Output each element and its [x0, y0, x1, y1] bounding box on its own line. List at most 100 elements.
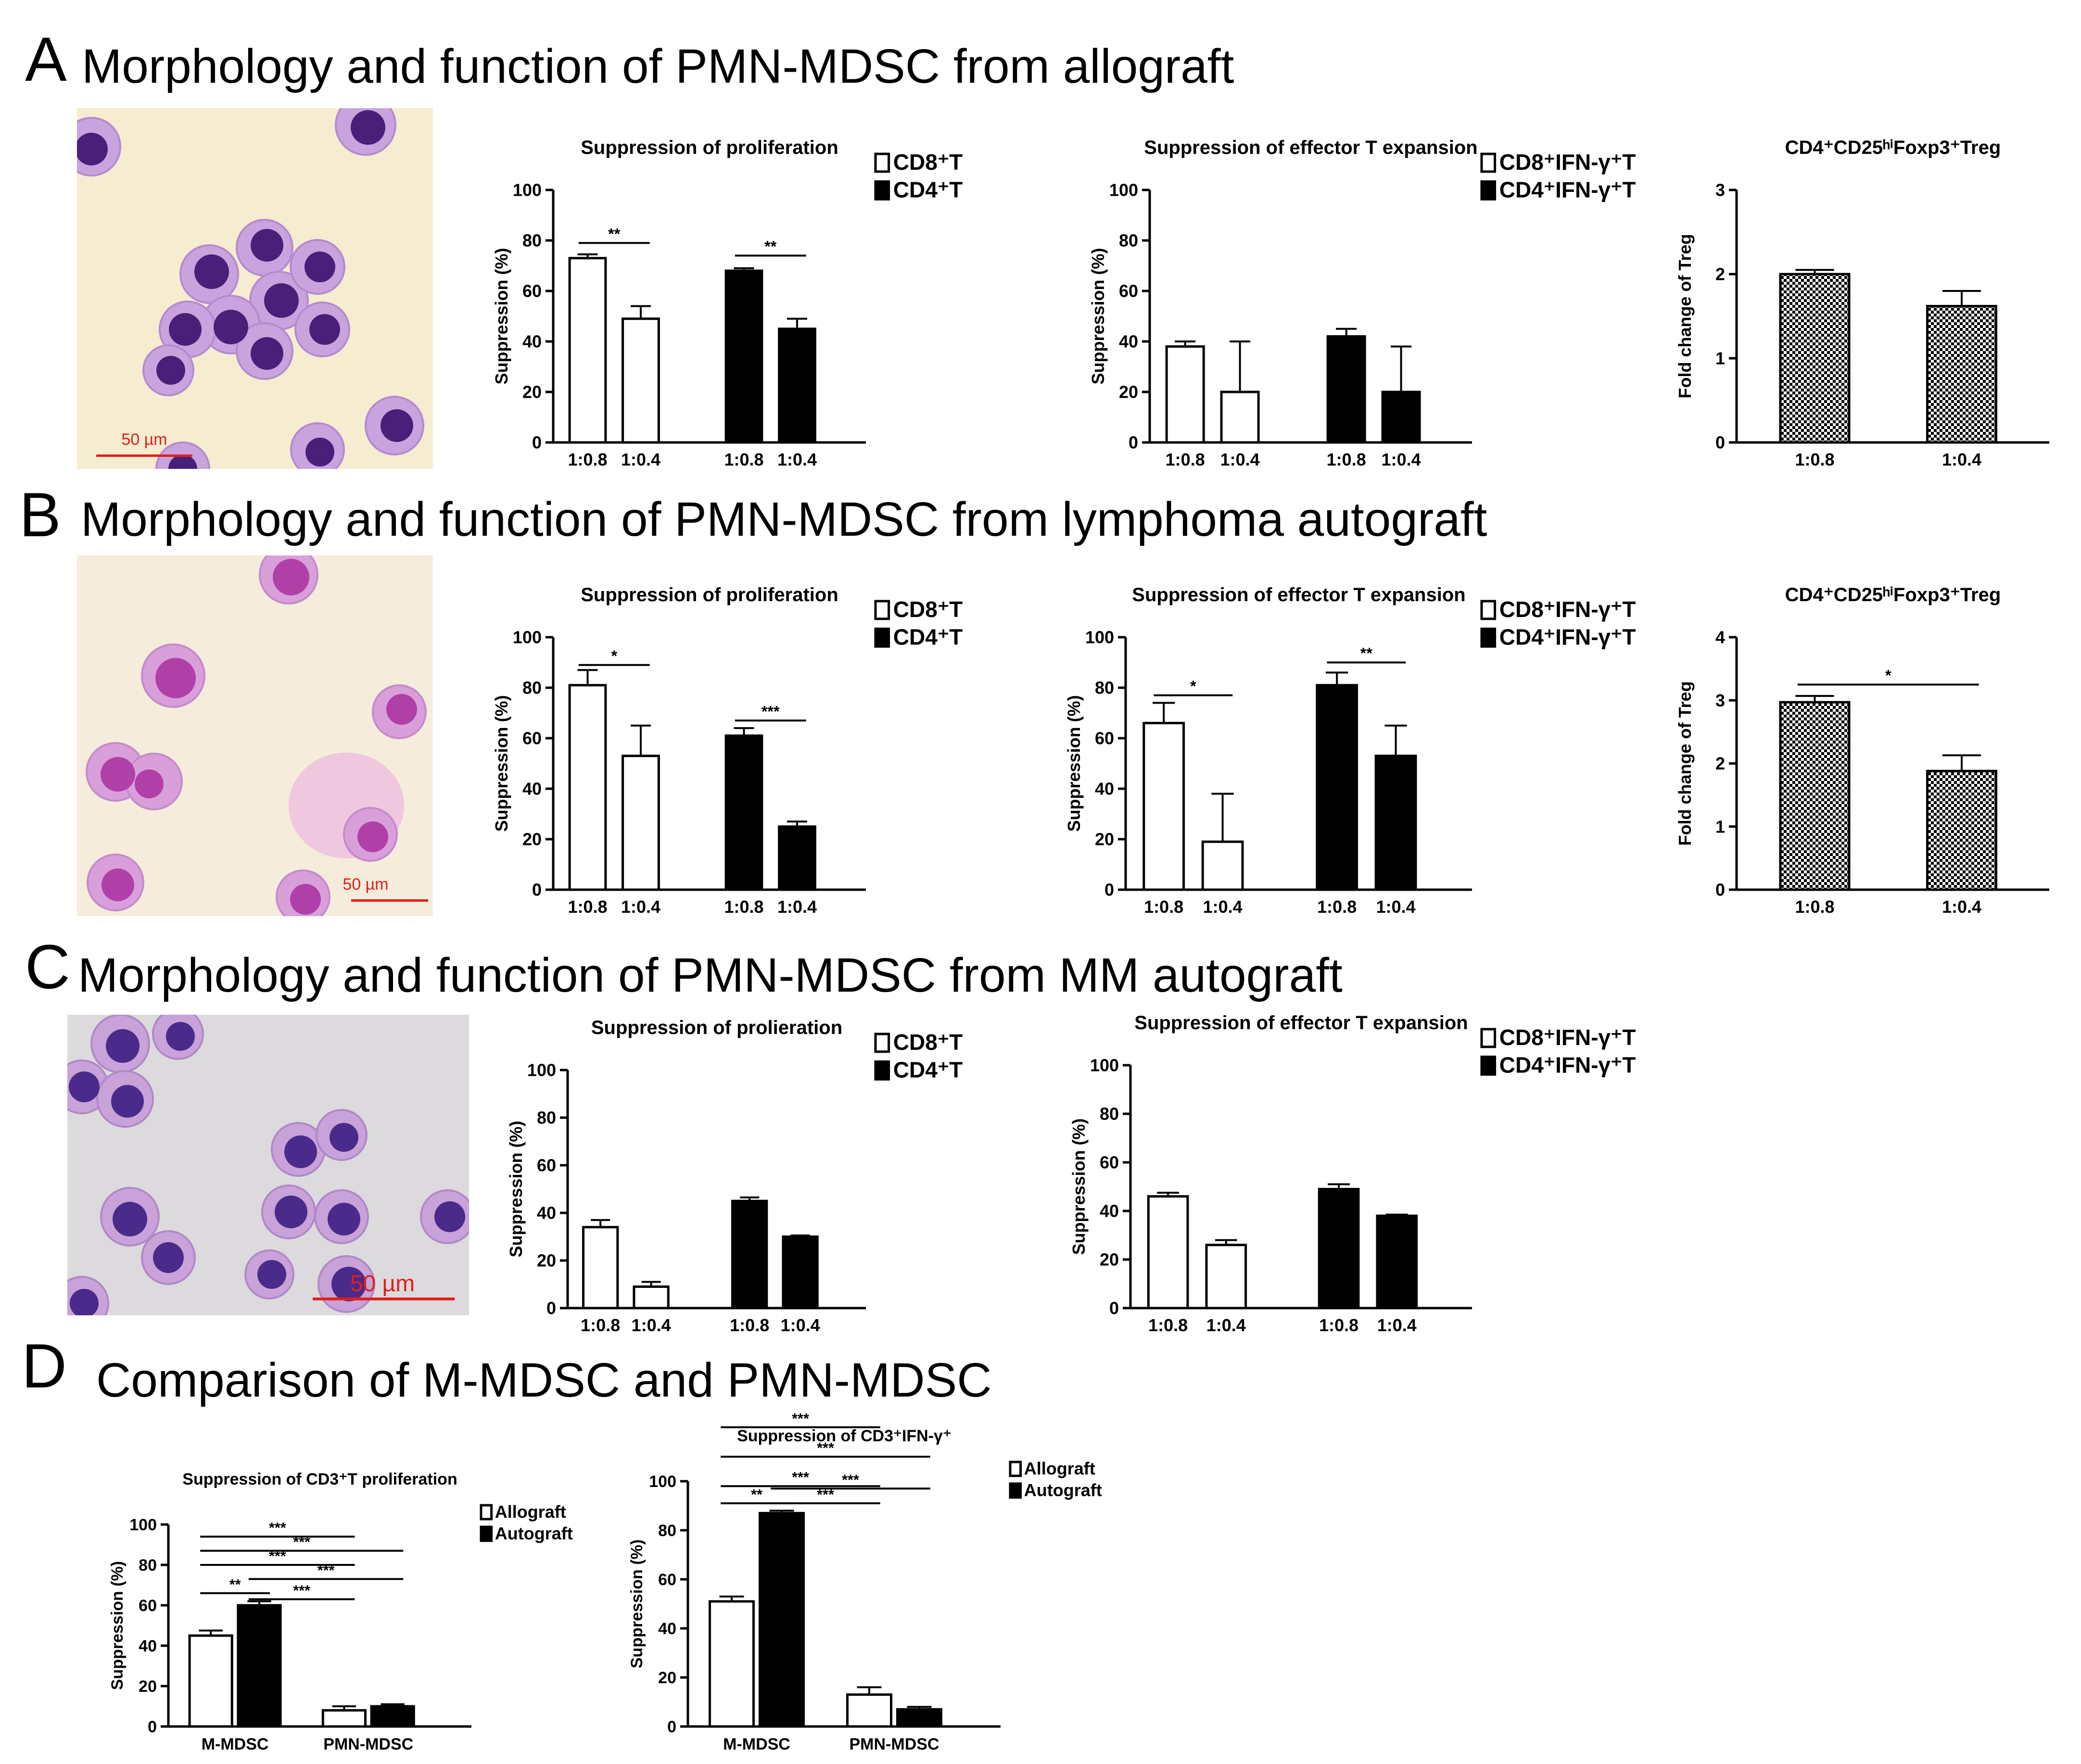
- bar: [896, 1708, 942, 1728]
- bar: [778, 328, 816, 444]
- bar: [1926, 305, 1997, 444]
- cell-nuclei: [101, 559, 417, 915]
- panel-title-d: Comparison of M-MDSC and PMN-MDSC: [96, 1353, 992, 1407]
- y-tick-label: 80: [658, 1522, 676, 1540]
- y-tick-label: 100: [513, 628, 542, 647]
- bar: [568, 257, 607, 444]
- bar: [237, 1604, 282, 1728]
- y-tick-label: 20: [537, 1251, 556, 1271]
- bar: [782, 1235, 819, 1310]
- bar: [321, 1709, 367, 1728]
- y-tick-label: 20: [1119, 382, 1138, 402]
- legend-label: CD8⁺T: [893, 150, 963, 175]
- bar: [582, 1226, 619, 1310]
- bar: [1201, 840, 1244, 891]
- bar: [1926, 769, 1997, 891]
- chart-c1-proliferation: Suppression of prolieration 0 20 40 60 80 100 S…: [476, 1015, 1039, 1342]
- bar: [622, 755, 660, 891]
- bar: [1381, 391, 1421, 444]
- cell-nuclei: [69, 1022, 465, 1315]
- bar: [1220, 391, 1260, 444]
- panel-letter-d: D: [22, 1331, 67, 1401]
- y-tick-label: 80: [537, 1108, 556, 1128]
- y-tick-label: 60: [658, 1571, 676, 1589]
- legend-label: CD8⁺IFN-γ⁺T: [1499, 1025, 1636, 1050]
- significance-label: *: [1190, 678, 1196, 695]
- x-tick-label: 1:0.4: [777, 897, 817, 917]
- bar: [709, 1600, 755, 1728]
- chart-title: CD4⁺CD25ʰⁱFoxp3⁺Treg: [1785, 137, 2001, 158]
- x-tick-label: 1:0.8: [1327, 450, 1366, 469]
- y-tick-label: 3: [1715, 691, 1725, 710]
- legend-swatch: [1009, 1461, 1022, 1477]
- significance-label: ***: [842, 1472, 859, 1488]
- y-tick-label: 0: [1129, 433, 1138, 453]
- legend-label: CD8⁺T: [893, 597, 963, 622]
- y-axis-label: Suppression (%): [506, 1121, 526, 1257]
- y-axis-label: Suppression (%): [108, 1561, 127, 1690]
- y-tick-label: 60: [1119, 281, 1138, 301]
- y-tick-label: 0: [546, 1298, 556, 1318]
- x-tick-label: 1:0.8: [1317, 897, 1357, 917]
- legend-swatch: [1480, 180, 1497, 201]
- bar: [724, 734, 763, 891]
- y-tick-label: 100: [1109, 180, 1138, 200]
- legend-swatch: [1480, 600, 1497, 620]
- y-tick-label: 80: [522, 231, 542, 251]
- legend-swatch: [874, 1060, 890, 1081]
- y-tick-label: 0: [1715, 433, 1725, 453]
- chart-b3-treg: CD4⁺CD25ʰⁱFoxp3⁺Treg 0 1 2 3 4 Fold change of …: [1645, 582, 2068, 923]
- x-tick-label: 1:0.8: [1795, 450, 1834, 469]
- group-label: PMN-MDSC: [323, 1735, 413, 1753]
- bar: [731, 1199, 768, 1310]
- chart-title: CD4⁺CD25ʰⁱFoxp3⁺Treg: [1785, 584, 2001, 605]
- bar: [1316, 684, 1358, 891]
- y-tick-label: 60: [1095, 729, 1114, 748]
- y-tick-label: 0: [148, 1718, 157, 1736]
- chart-a2-effector-expansion: Suppression of effector T expansion 0 20 40…: [1058, 135, 1645, 476]
- y-tick-label: 20: [522, 382, 542, 402]
- y-tick-label: 40: [139, 1637, 157, 1655]
- bar: [1326, 335, 1366, 444]
- y-tick-label: 100: [527, 1060, 556, 1080]
- chart-title: Suppression of effector T expansion: [1144, 137, 1477, 158]
- panel-title-a: Morphology and function of PMN-MDSC from…: [82, 39, 1234, 93]
- x-tick-label: 1:0.8: [1795, 897, 1834, 917]
- bar: [622, 317, 660, 444]
- bar: [1779, 701, 1851, 891]
- bar: [1147, 1195, 1189, 1310]
- bar: [1165, 345, 1205, 444]
- chart-c2-effector-expansion: Suppression of effector T expansion 0 20 40…: [1039, 1010, 1645, 1342]
- legend-label: Autograft: [1024, 1480, 1102, 1500]
- significance-label: **: [608, 225, 621, 242]
- legend-swatch: [480, 1525, 493, 1542]
- y-tick-label: 40: [1119, 332, 1138, 352]
- y-tick-label: 40: [1095, 779, 1114, 799]
- bar: [1374, 755, 1417, 891]
- x-tick-label: 1:0.4: [1203, 897, 1243, 917]
- y-tick-label: 100: [513, 180, 542, 200]
- significance-label: ***: [317, 1562, 335, 1578]
- bar: [1779, 273, 1851, 444]
- x-tick-label: 1:0.8: [730, 1315, 769, 1335]
- legend-swatch: [1480, 628, 1497, 648]
- x-tick-label: 1:0.8: [1166, 450, 1205, 469]
- legend-label: CD4⁺T: [893, 177, 963, 202]
- y-tick-label: 1: [1715, 817, 1725, 836]
- chart-a3-treg: CD4⁺CD25ʰⁱFoxp3⁺Treg 0 1 2 3 Fold change of T…: [1645, 135, 2068, 476]
- micrograph-mm-autograft: 50 µm: [67, 1015, 469, 1315]
- legend-label: CD4⁺IFN-γ⁺T: [1499, 177, 1636, 202]
- bar: [1205, 1244, 1247, 1310]
- y-tick-label: 0: [1109, 1298, 1119, 1318]
- y-tick-label: 40: [1100, 1201, 1119, 1221]
- y-axis-label: Fold change of Treg: [1675, 681, 1695, 845]
- y-tick-label: 0: [532, 880, 542, 900]
- scale-bar-label: 50 µm: [121, 430, 167, 449]
- bar: [759, 1512, 805, 1728]
- x-tick-label: 1:0.8: [724, 897, 763, 917]
- y-tick-label: 80: [139, 1556, 157, 1575]
- y-axis-label: Suppression (%): [1064, 695, 1084, 832]
- bar: [1376, 1214, 1418, 1310]
- y-axis-label: Fold change of Treg: [1675, 234, 1695, 398]
- bar: [370, 1705, 415, 1728]
